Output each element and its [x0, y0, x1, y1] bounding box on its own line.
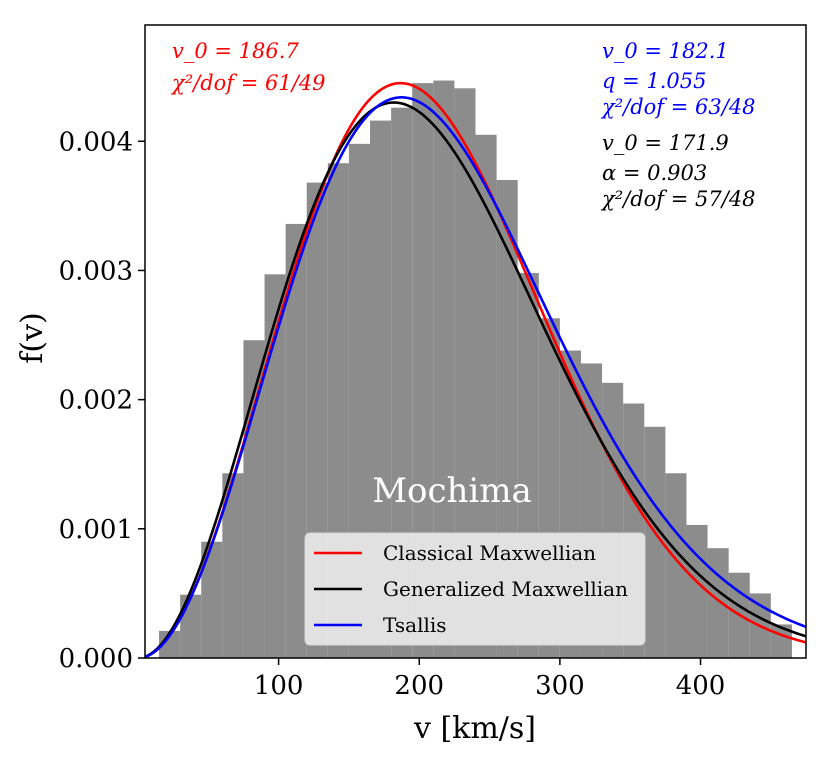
annotation-black-alpha: α = 0.903	[602, 161, 707, 185]
annotation-blue: v_0 = 182.1 q = 1.055 χ²/dof = 63/48	[600, 39, 756, 119]
histogram-bar	[412, 83, 434, 659]
annotation-blue-q: q = 1.055	[602, 69, 707, 93]
annotation-red-v0: v_0 = 186.7	[172, 39, 299, 63]
histogram-bar	[707, 548, 729, 658]
histogram-bar	[475, 134, 497, 658]
histogram-bar	[180, 594, 202, 658]
annotation-black: v_0 = 171.9 α = 0.903 χ²/dof = 57/48	[600, 131, 756, 211]
y-axis-ticks: 0.000 0.001 0.002 0.003 0.004	[59, 127, 145, 674]
panel-label: Mochima	[372, 471, 532, 511]
y-tick-label: 0.004	[59, 127, 133, 157]
histogram-bar	[391, 107, 413, 658]
histogram-bar	[433, 80, 455, 659]
x-axis-label: v [km/s]	[413, 711, 536, 746]
y-tick-label: 0.001	[59, 515, 133, 545]
x-tick-label: 200	[394, 671, 444, 701]
histogram-bar	[370, 120, 392, 658]
histogram-bar	[665, 473, 687, 658]
annotation-black-chi2: χ²/dof = 57/48	[600, 187, 756, 211]
histogram-bar	[222, 473, 244, 658]
y-axis-label: f(v)	[15, 312, 50, 363]
histogram-bar	[201, 541, 223, 658]
y-tick-label: 0.003	[59, 256, 133, 286]
histogram-bar	[159, 630, 181, 658]
legend-box	[304, 532, 646, 646]
annotation-red-chi2: χ²/dof = 61/49	[170, 71, 326, 95]
curve-generalized-maxwellian	[144, 101, 807, 658]
x-axis-ticks: 100 200 300 400	[254, 658, 726, 701]
annotation-black-v0: v_0 = 171.9	[602, 131, 729, 155]
x-tick-label: 100	[254, 671, 304, 701]
legend-label-generalized: Generalized Maxwellian	[383, 577, 628, 601]
plot-frame	[144, 24, 807, 659]
histogram-bar	[454, 88, 476, 659]
legend-label-classical: Classical Maxwellian	[383, 541, 596, 565]
histogram-bar	[285, 223, 307, 658]
x-tick-label: 300	[535, 671, 585, 701]
y-tick-label: 0.000	[59, 644, 133, 674]
y-tick-label: 0.002	[59, 386, 133, 416]
histogram-bar	[644, 426, 666, 658]
fit-curves	[144, 81, 807, 659]
histogram-bar	[243, 340, 265, 658]
histogram-bar	[686, 524, 708, 658]
legend: Classical Maxwellian Generalized Maxwell…	[304, 532, 646, 646]
x-tick-label: 400	[676, 671, 726, 701]
annotation-blue-v0: v_0 = 182.1	[602, 39, 729, 63]
histogram-bar	[348, 143, 371, 658]
annotation-red: v_0 = 186.7 χ²/dof = 61/49	[170, 39, 326, 95]
curve-tsallis	[144, 96, 807, 659]
legend-label-tsallis: Tsallis	[383, 613, 447, 637]
histogram-bar	[264, 274, 286, 658]
annotation-blue-chi2: χ²/dof = 63/48	[600, 95, 756, 119]
